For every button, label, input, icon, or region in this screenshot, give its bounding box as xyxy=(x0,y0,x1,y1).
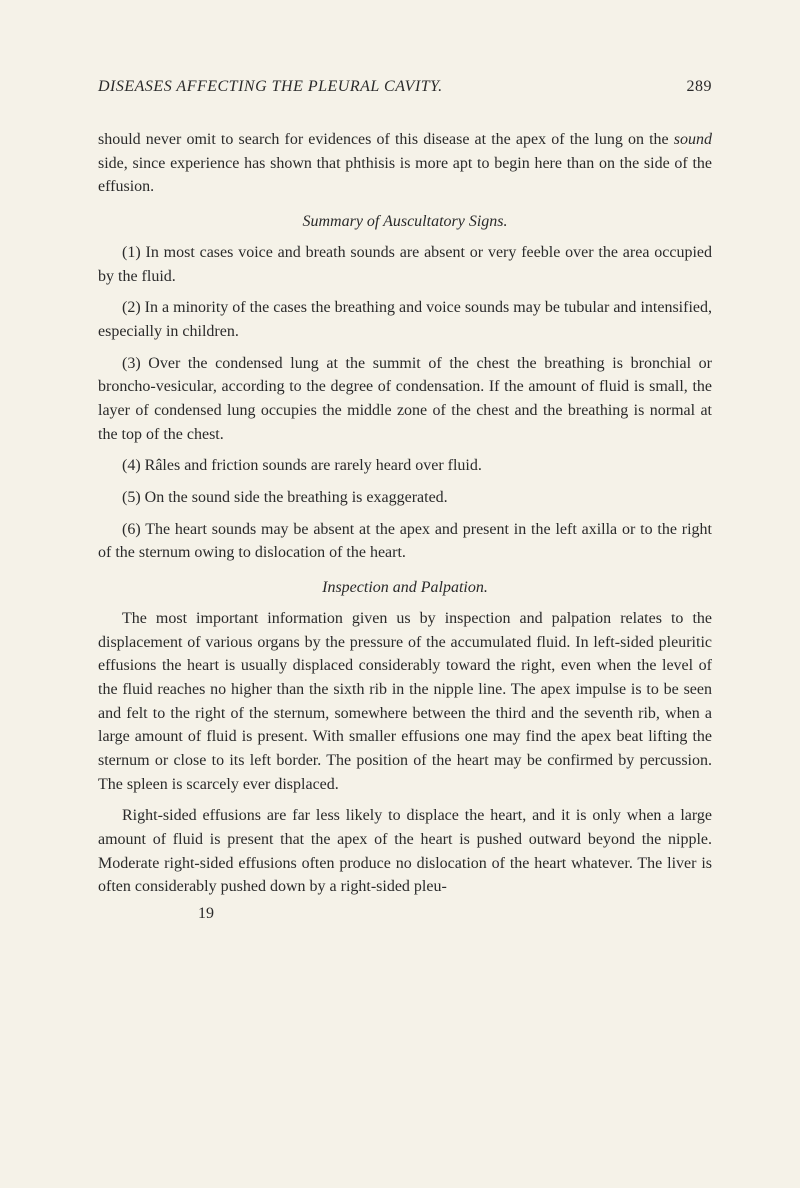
signature-number: 19 xyxy=(198,905,712,923)
section-summary-title: Summary of Auscultatory Signs. xyxy=(98,213,712,231)
list-item-3: (3) Over the condensed lung at the summi… xyxy=(98,352,712,447)
para1-italic: sound xyxy=(674,131,712,148)
list-item-1: (1) In most cases voice and breath sound… xyxy=(98,241,712,288)
para1-text-a: should never omit to search for evidence… xyxy=(98,131,674,148)
inspection-paragraph-1: The most important information given us … xyxy=(98,607,712,796)
running-title: DISEASES AFFECTING THE PLEURAL CAVITY. xyxy=(98,78,443,96)
intro-paragraph: should never omit to search for evidence… xyxy=(98,128,712,199)
page-header: DISEASES AFFECTING THE PLEURAL CAVITY. 2… xyxy=(98,78,712,96)
section-inspection-title: Inspection and Palpation. xyxy=(98,579,712,597)
para1-text-c: side, since experience has shown that ph… xyxy=(98,155,712,196)
list-item-2: (2) In a minority of the cases the breat… xyxy=(98,296,712,343)
list-item-5: (5) On the sound side the breathing is e… xyxy=(98,486,712,510)
list-item-4: (4) Râles and friction sounds are rarely… xyxy=(98,454,712,478)
list-item-6: (6) The heart sounds may be absent at th… xyxy=(98,518,712,565)
inspection-paragraph-2: Right-sided effusions are far less likel… xyxy=(98,804,712,899)
page-number: 289 xyxy=(687,78,713,96)
